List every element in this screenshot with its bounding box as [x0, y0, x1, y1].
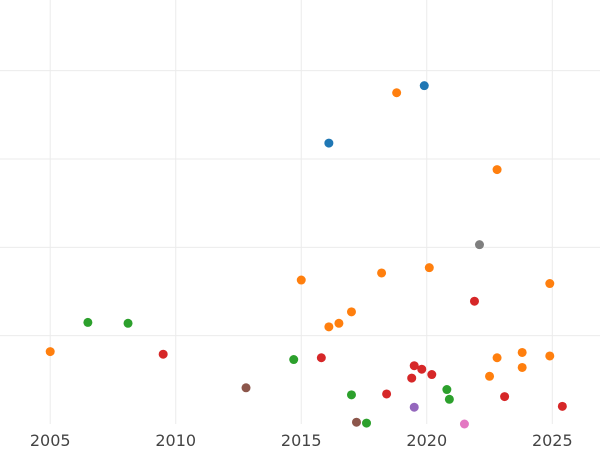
- data-point-5: [334, 318, 344, 328]
- data-point-4: [324, 322, 334, 332]
- data-point-25: [316, 353, 326, 363]
- x-tick-label-2005: 2005: [30, 431, 71, 450]
- data-point-9: [424, 263, 434, 273]
- data-point-30: [427, 370, 437, 380]
- x-tick-label-2020: 2020: [406, 431, 447, 450]
- data-point-37: [459, 419, 469, 429]
- x-axis-tick-labels: 2005 2010 2015 2020 2025: [30, 431, 573, 450]
- data-point-23: [444, 394, 454, 404]
- data-point-1: [419, 81, 429, 91]
- data-point-3: [296, 275, 306, 285]
- data-point-7: [377, 268, 387, 278]
- grid-layer: [0, 0, 600, 424]
- data-point-24: [158, 349, 168, 359]
- x-tick-label-2025: 2025: [532, 431, 573, 450]
- data-point-27: [407, 373, 417, 383]
- data-point-15: [545, 279, 555, 289]
- data-point-8: [392, 88, 402, 98]
- data-points: [45, 81, 567, 429]
- data-point-21: [362, 418, 372, 428]
- data-point-29: [417, 364, 427, 374]
- data-point-33: [557, 401, 567, 411]
- data-point-34: [409, 402, 419, 412]
- data-point-6: [346, 307, 356, 317]
- data-point-13: [517, 347, 527, 357]
- data-point-17: [83, 317, 93, 327]
- data-point-20: [346, 390, 356, 400]
- data-point-31: [469, 296, 479, 306]
- x-tick-label-2015: 2015: [281, 431, 322, 450]
- data-point-32: [500, 392, 510, 402]
- data-point-12: [492, 353, 502, 363]
- data-point-10: [485, 371, 495, 381]
- data-point-38: [474, 240, 484, 250]
- data-point-36: [351, 417, 361, 427]
- data-point-11: [492, 165, 502, 175]
- data-point-14: [517, 362, 527, 372]
- data-point-2: [45, 347, 55, 357]
- x-tick-label-2010: 2010: [155, 431, 196, 450]
- data-point-28: [409, 361, 419, 371]
- data-point-22: [442, 385, 452, 395]
- data-point-18: [123, 318, 133, 328]
- data-point-26: [382, 389, 392, 399]
- data-point-16: [545, 351, 555, 361]
- data-point-35: [241, 383, 251, 393]
- data-point-19: [289, 355, 299, 365]
- data-point-0: [324, 138, 334, 148]
